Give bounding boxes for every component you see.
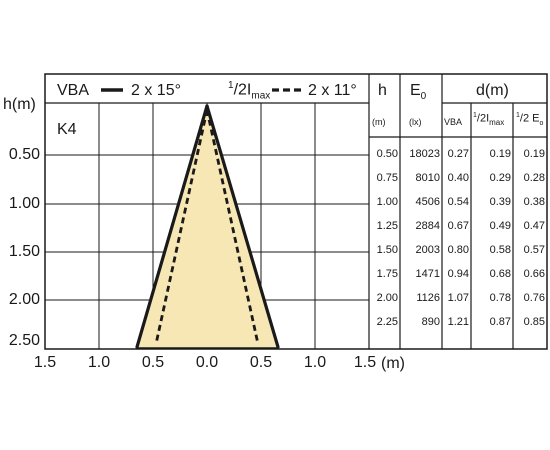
table-cell-half-e0: 0.85	[523, 316, 545, 328]
x-tick-4: 0.5	[249, 354, 273, 371]
legend-vba-label: VBA	[57, 82, 90, 99]
table-cell-e0: 1471	[415, 268, 440, 280]
y-tick-2: 1.50	[8, 243, 40, 260]
table-cell-half-e0: 0.66	[523, 268, 545, 280]
table-cell-vba: 0.27	[447, 148, 469, 160]
table-cell-h: 0.50	[376, 148, 398, 160]
y-tick-3: 2.00	[8, 291, 40, 308]
table-cell-half-e0: 0.76	[523, 292, 545, 304]
table-cell-h: 2.25	[376, 316, 398, 328]
x-tick-2: 0.5	[141, 354, 165, 371]
table-cell-vba: 1.21	[447, 316, 469, 328]
table-cell-h: 2.00	[376, 292, 398, 304]
lamp-code: K4	[57, 121, 77, 138]
legend-half-imax-value: 2 x 11°	[308, 82, 357, 99]
table-cell-vba: 1.07	[447, 292, 469, 304]
table-cell-half-imax: 0.29	[489, 172, 511, 184]
table-cell-e0: 4506	[415, 196, 440, 208]
table-cell-half-imax: 0.58	[489, 244, 511, 256]
table-cell-h: 1.25	[376, 220, 398, 232]
x-tick-0: 1.5	[33, 354, 57, 371]
table-cell-vba: 0.94	[447, 268, 469, 280]
unit-half-e0: 1/2 Eo	[516, 112, 544, 127]
table-cell-e0: 2884	[415, 220, 440, 232]
diagram-frame	[44, 73, 548, 350]
table-cell-half-e0: 0.19	[523, 148, 545, 160]
table-cell-h: 1.00	[376, 196, 398, 208]
x-tick-3: 0.0	[195, 354, 219, 371]
table-cell-half-e0: 0.28	[523, 172, 545, 184]
table-cell-vba: 0.40	[447, 172, 469, 184]
table-cell-h: 0.75	[376, 172, 398, 184]
table-cell-e0: 18023	[409, 148, 440, 160]
table-cell-half-imax: 0.49	[489, 220, 511, 232]
table-cell-vba: 0.54	[447, 196, 469, 208]
x-axis-unit: (m)	[381, 355, 405, 372]
x-tick-5: 1.0	[303, 354, 327, 371]
table-cell-half-e0: 0.57	[523, 244, 545, 256]
unit-half-imax: 1/2Imax	[473, 112, 505, 127]
x-tick-1: 1.0	[87, 354, 111, 371]
y-tick-1: 1.00	[8, 195, 40, 212]
table-cell-vba: 0.80	[447, 244, 469, 256]
unit-vba: VBA	[444, 117, 463, 127]
table-cell-vba: 0.67	[447, 220, 469, 232]
x-tick-6: 1.5	[353, 354, 377, 371]
table-cell-h: 1.75	[376, 268, 398, 280]
table-cell-half-imax: 0.87	[489, 316, 511, 328]
table-cell-half-imax: 0.68	[489, 268, 511, 280]
table-cell-half-e0: 0.38	[523, 196, 545, 208]
table-cell-half-e0: 0.47	[523, 220, 545, 232]
table-cell-half-imax: 0.19	[489, 148, 511, 160]
beam-cone-fill	[136, 106, 278, 348]
table-cell-e0: 8010	[415, 172, 440, 184]
table-cell-e0: 1126	[416, 292, 440, 304]
y-tick-0: 0.50	[8, 146, 40, 163]
table-cell-e0: 890	[421, 316, 440, 328]
table-cell-e0: 2003	[415, 244, 440, 256]
y-tick-4: 2.50	[8, 332, 40, 349]
legend-half-imax: 1/2Imax	[228, 80, 271, 102]
table-cell-half-imax: 0.78	[489, 292, 511, 304]
unit-h: (m)	[372, 117, 386, 127]
table-cell-half-imax: 0.39	[489, 196, 511, 208]
y-axis-label: h(m)	[3, 96, 36, 113]
legend-vba-value: 2 x 15°	[131, 82, 181, 99]
table-grid	[368, 74, 547, 349]
table-header-e0: E0	[410, 82, 427, 103]
table-header-h: h	[378, 82, 387, 99]
table-cell-h: 1.50	[376, 244, 398, 256]
unit-e0: (lx)	[409, 117, 422, 127]
table-header-d: d(m)	[476, 82, 509, 99]
vba-beam-lines	[135, 104, 280, 349]
